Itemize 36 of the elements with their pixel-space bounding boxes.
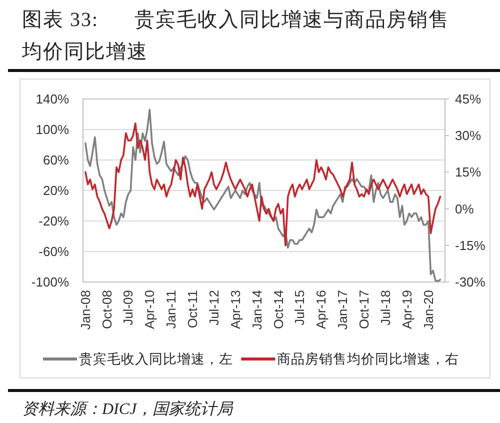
y2-tick-label: 0% <box>455 201 474 216</box>
y-tick-label: -60% <box>38 244 70 259</box>
x-tick-label: Apr-16 <box>314 290 329 330</box>
line-series <box>84 108 442 282</box>
x-tick-label: Jan-20 <box>420 290 436 330</box>
y-tick-label: -20% <box>38 214 70 228</box>
y2-tick-label: 45% <box>455 92 482 106</box>
y-tick-label: -100% <box>31 274 70 290</box>
x-tick-label: Apr-10 <box>142 290 158 330</box>
y2-tick-label: 15% <box>455 164 482 180</box>
x-tick-label: Jan-08 <box>78 290 93 330</box>
legend-label: 商品房销售均价同比增速，右 <box>277 352 460 366</box>
x-tick-label: Apr-19 <box>399 290 414 330</box>
y-tick-label: 60% <box>42 152 70 168</box>
y2-tick-label: -15% <box>455 238 486 253</box>
y2-tick-label: -30% <box>455 274 486 290</box>
x-tick-label: Jan-11 <box>164 290 179 329</box>
x-tick-label: Jul-12 <box>206 290 222 326</box>
x-tick-label: Oct-14 <box>270 290 286 330</box>
y-tick-label: 140% <box>36 92 70 106</box>
line-series <box>84 122 442 246</box>
text: 资料来源：DICJ，国家统计局 <box>22 400 234 418</box>
x-tick-label: Oct-11 <box>185 290 200 328</box>
y2-tick-label: 30% <box>455 128 482 144</box>
x-tick-label: Apr-13 <box>228 290 243 330</box>
y-tick-label: 100% <box>36 122 70 137</box>
x-tick-label: Jul-18 <box>378 290 393 326</box>
x-tick-label: Jan-17 <box>335 290 350 330</box>
x-tick-label: Jul-15 <box>292 290 308 326</box>
legend-label: 贵宾毛收入同比增速，左 <box>79 352 233 366</box>
x-tick-label: Jul-09 <box>120 290 136 326</box>
x-tick-label: Oct-17 <box>356 290 372 330</box>
y-tick-label: 20% <box>42 183 70 198</box>
x-tick-label: Jan-14 <box>249 290 264 330</box>
x-tick-label: Oct-08 <box>99 290 114 330</box>
chart-title: 图表 33: 贵宾毛收入同比增速与商品房销售均价同比增速 <box>22 8 451 65</box>
